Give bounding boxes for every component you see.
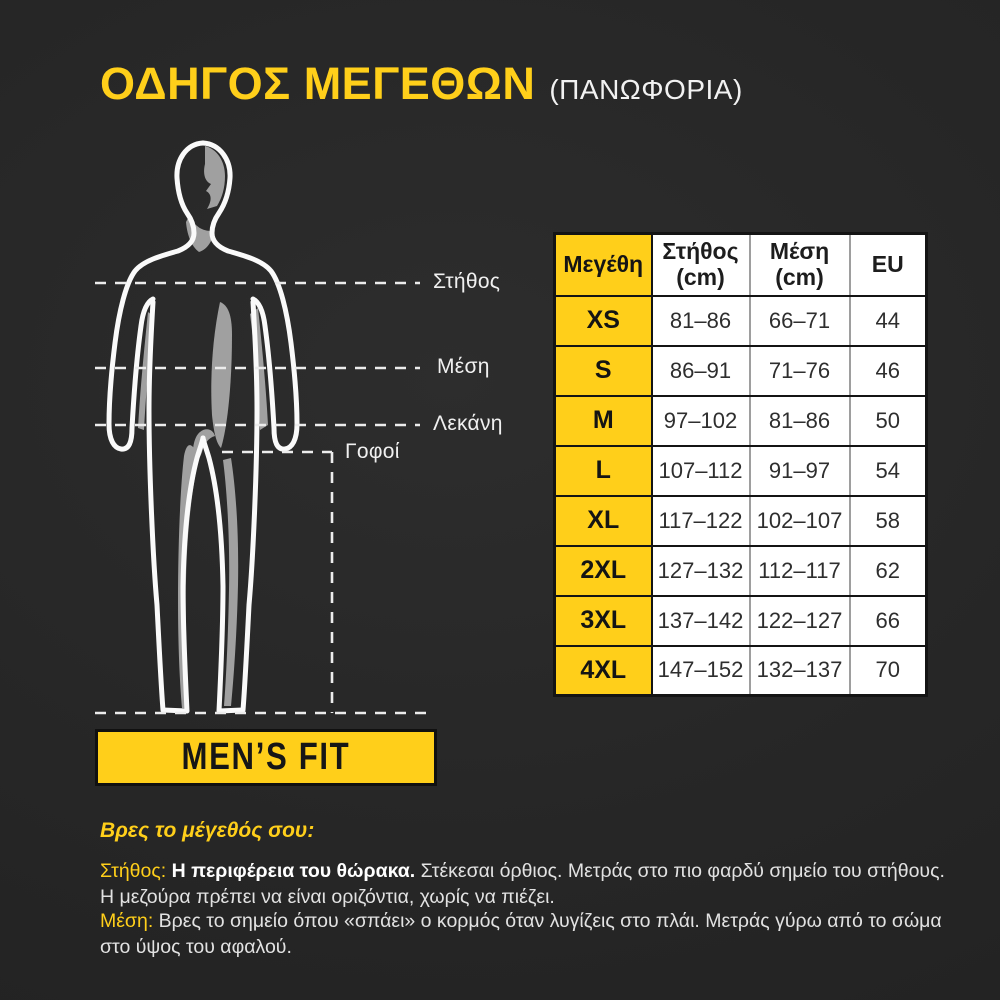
size-table-header-row: Μεγέθη Στήθος (cm) Μέση (cm) EU [554, 232, 927, 297]
waist-instructions: Μέση: Βρες το σημείο όπου «σπάει» ο κορμ… [100, 908, 948, 960]
waist-cell: 132–137 [748, 644, 850, 697]
waist-cell: 112–117 [748, 544, 850, 597]
left-torso-leg-outline [146, 299, 206, 714]
size-cell: 2XL [554, 544, 653, 597]
waist-cell: 122–127 [748, 594, 850, 647]
eu-cell: 62 [848, 544, 927, 597]
header-chest: Στήθος (cm) [651, 232, 750, 297]
measure-label-chest: Στήθος [433, 270, 501, 293]
measure-label-waist: Μέση [437, 355, 490, 378]
figure-outline [106, 140, 300, 714]
chest-instructions-text: Στέκεσαι όρθιος. Μετράς στο πιο φαρδύ ση… [100, 860, 945, 908]
size-table: Μεγέθη Στήθος (cm) Μέση (cm) EU XS 81–86 6… [553, 232, 928, 697]
table-row-2xl: 2XL 127–132 112–117 62 [554, 544, 927, 597]
mens-fit-label: MEN’S FIT [181, 736, 351, 778]
head-left-arm-outline [106, 140, 206, 452]
header-chest-unit: (cm) [676, 263, 725, 290]
table-row-l: L 107–112 91–97 54 [554, 444, 927, 497]
chest-cell: 97–102 [651, 394, 750, 447]
waist-cell: 71–76 [748, 344, 850, 397]
header-chest-title: Στήθος [662, 238, 739, 264]
table-row-xl: XL 117–122 102–107 58 [554, 494, 927, 547]
head-right-arm-outline [200, 140, 300, 452]
chest-cell: 137–142 [651, 594, 750, 647]
eu-cell: 46 [848, 344, 927, 397]
header-eu: EU [848, 232, 927, 297]
chest-instructions-label: Στήθος: [100, 860, 167, 882]
table-row-4xl: 4XL 147–152 132–137 70 [554, 644, 927, 697]
chest-cell: 107–112 [651, 444, 750, 497]
size-cell: S [554, 344, 653, 397]
page-title: ΟΔΗΓΟΣ ΜΕΓΕΘΩΝ (ΠΑΝΩΦΟΡΙΑ) [100, 58, 743, 110]
waist-cell: 81–86 [748, 394, 850, 447]
right-leg-shading [223, 458, 239, 706]
chest-cell: 127–132 [651, 544, 750, 597]
size-cell: 4XL [554, 644, 653, 697]
waist-cell: 102–107 [748, 494, 850, 547]
size-cell: L [554, 444, 653, 497]
header-waist-unit: (cm) [775, 263, 824, 290]
eu-cell: 58 [848, 494, 927, 547]
chest-cell: 117–122 [651, 494, 750, 547]
waist-cell: 91–97 [748, 444, 850, 497]
chest-cell: 86–91 [651, 344, 750, 397]
page-title-sub: (ΠΑΝΩΦΟΡΙΑ) [549, 74, 743, 105]
torso-shading [211, 302, 232, 448]
eu-cell: 50 [848, 394, 927, 447]
table-row-s: S 86–91 71–76 46 [554, 344, 927, 397]
size-cell: XS [554, 294, 653, 347]
eu-cell: 70 [848, 644, 927, 697]
chest-instructions-bold: Η περιφέρεια του θώρακα. [171, 860, 416, 882]
waist-instructions-label: Μέση: [100, 910, 154, 932]
male-figure-illustration [95, 140, 428, 715]
chest-cell: 81–86 [651, 294, 750, 347]
mens-fit-badge: MEN’S FIT [95, 729, 437, 786]
page-title-main: ΟΔΗΓΟΣ ΜΕΓΕΘΩΝ [100, 58, 536, 109]
measure-label-hips: Γοφοί [345, 440, 400, 463]
waist-cell: 66–71 [748, 294, 850, 347]
header-waist-title: Μέση [769, 238, 830, 264]
table-row-3xl: 3XL 137–142 122–127 66 [554, 594, 927, 647]
size-cell: M [554, 394, 653, 447]
eu-cell: 66 [848, 594, 927, 647]
header-sizes: Μεγέθη [554, 232, 653, 297]
chest-cell: 147–152 [651, 644, 750, 697]
find-size-heading: Βρες το μέγεθός σου: [100, 819, 315, 842]
size-cell: 3XL [554, 594, 653, 647]
right-torso-leg-outline [200, 299, 260, 714]
measurement-lines [95, 281, 428, 715]
table-row-xs: XS 81–86 66–71 44 [554, 294, 927, 347]
size-cell: XL [554, 494, 653, 547]
face-shading [204, 146, 225, 209]
measure-label-pelvis: Λεκάνη [433, 412, 503, 435]
eu-cell: 54 [848, 444, 927, 497]
waist-instructions-text: Βρες το σημείο όπου «σπάει» ο κορμός ότα… [100, 910, 942, 958]
chest-instructions: Στήθος: Η περιφέρεια του θώρακα. Στέκεσα… [100, 858, 948, 910]
header-waist: Μέση (cm) [748, 232, 850, 297]
table-row-m: M 97–102 81–86 50 [554, 394, 927, 447]
eu-cell: 44 [848, 294, 927, 347]
